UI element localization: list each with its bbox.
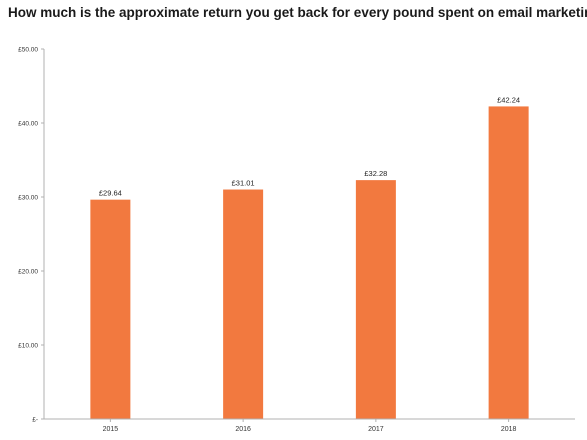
x-tick-label: 2016 xyxy=(235,426,251,433)
bar-2017 xyxy=(355,180,396,419)
chart-title: How much is the approximate return you g… xyxy=(8,5,587,20)
value-labels: £29.64 £31.01 £32.28 £42.24 xyxy=(99,95,520,197)
y-axis: £- £10.00 £20.00 £30.00 £40.00 £50.00 xyxy=(18,47,45,424)
bar-2015 xyxy=(90,199,131,419)
data-label: £29.64 xyxy=(99,189,122,198)
x-axis: 2015 2016 2017 2018 xyxy=(44,418,575,433)
bar-2016 xyxy=(223,189,264,419)
bar-2018 xyxy=(488,106,529,419)
y-tick-label: £10.00 xyxy=(18,343,38,350)
x-tick-label: 2017 xyxy=(368,426,384,433)
y-tick-label: £40.00 xyxy=(18,121,38,128)
x-tick-label: 2015 xyxy=(103,426,119,433)
x-tick-label: 2018 xyxy=(501,426,517,433)
bars xyxy=(90,106,529,419)
data-label: £31.01 xyxy=(232,179,255,188)
data-label: £42.24 xyxy=(497,95,520,104)
y-tick-label: £50.00 xyxy=(18,47,38,54)
data-label: £32.28 xyxy=(364,169,387,178)
y-tick-label: £20.00 xyxy=(18,269,38,276)
y-tick-label: £- xyxy=(32,417,38,424)
y-tick-label: £30.00 xyxy=(18,195,38,202)
